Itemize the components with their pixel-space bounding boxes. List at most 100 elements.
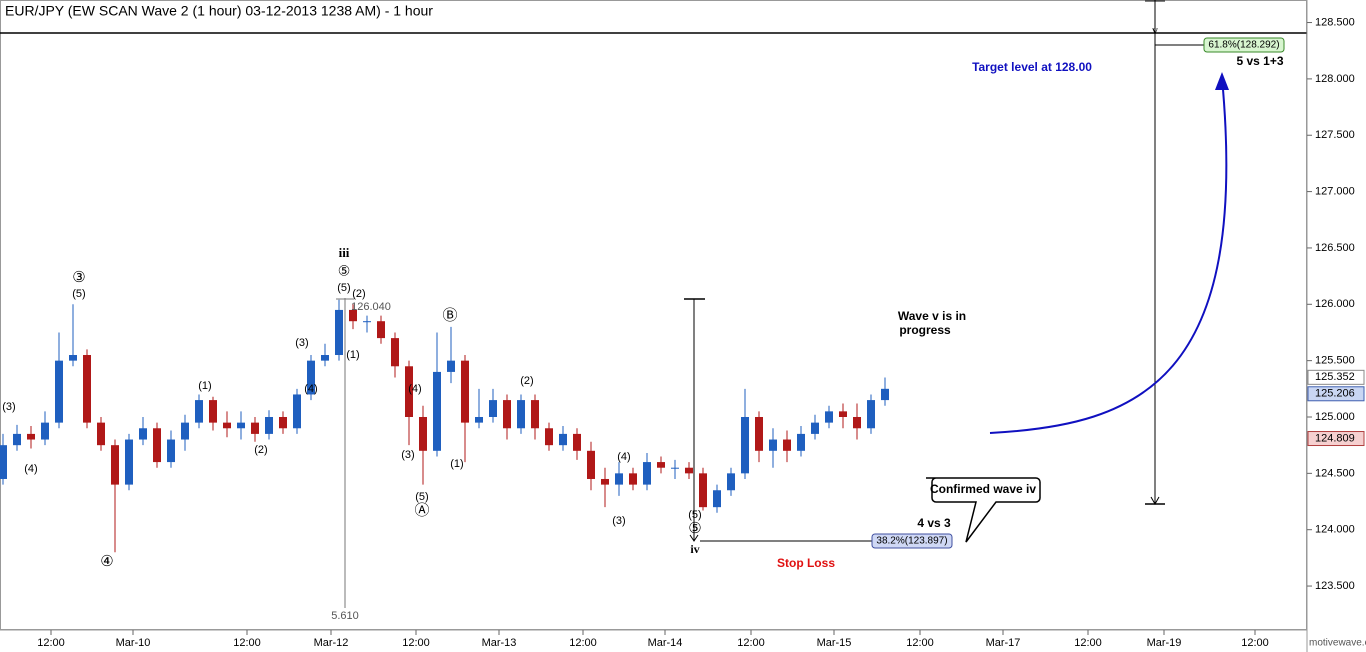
candle-body [349,309,357,322]
annotation: Target level at 128.00 [972,60,1092,74]
candle-body [517,400,525,429]
y-tick-label: 128.500 [1315,16,1355,28]
annotation: 4 vs 3 [917,516,951,530]
candle-body [55,360,63,423]
annotation: Ⓑ [442,307,457,324]
annotation: ③ [72,269,85,286]
y-tick-label: 126.000 [1315,298,1355,310]
candle-body [293,394,301,429]
y-tick-label: 124.000 [1315,524,1355,536]
candle-body [881,388,889,401]
annotation: 5.610 [331,610,359,622]
candle-body [13,433,21,446]
annotation: (3) [401,449,414,461]
annotation: (2) [520,375,533,387]
annotation: (5) [415,491,428,503]
candle-body [797,433,805,451]
annotation: 61.8%(128.292) [1208,40,1279,51]
projection-arrow [989,77,1228,434]
price-box [1307,431,1365,447]
fib-box [1203,37,1285,53]
price-box [1307,369,1365,385]
candle-body [125,439,133,485]
x-tick-label: Mar-10 [116,637,151,649]
x-tick-label: Mar-13 [482,637,517,649]
candle-body [699,473,707,508]
x-tick-label: 12:00 [233,637,261,649]
candle-body [209,400,217,423]
candle-body [839,411,847,417]
annotation: (4) [304,383,317,395]
candle-body [363,321,371,323]
x-tick-label: Mar-17 [986,637,1021,649]
candle-body [559,433,567,446]
y-tick-label: 125.000 [1315,411,1355,423]
candle-body [167,439,175,463]
candle-body [153,428,161,463]
candle-body [755,416,763,451]
candle-body [489,400,497,417]
candle-body [867,400,875,429]
x-tick-label: Mar-12 [314,637,349,649]
x-tick-label: 12:00 [402,637,430,649]
candle-body [111,445,119,485]
annotation: (3) [295,337,308,349]
candle-body [853,416,861,429]
candle-body [461,360,469,423]
annotation: Stop Loss [777,556,835,570]
price-label: 125.206 [1315,388,1355,400]
candle-body [685,467,693,474]
candle-body [335,309,343,356]
candle-body [321,355,329,361]
x-tick-label: 12:00 [1074,637,1102,649]
candle-body [783,439,791,451]
annotation: 38.2%(123.897) [876,536,947,547]
candle-body [531,400,539,429]
candle-body [503,400,511,429]
x-tick-label: 12:00 [737,637,765,649]
candle-body [615,473,623,485]
candle-body [237,422,245,429]
annotation: (5) [688,509,701,521]
annotation: v [1152,23,1158,37]
y-tick-label: 123.500 [1315,580,1355,592]
candle-body [713,490,721,508]
annotation: iii [339,245,350,260]
annotation: ⑤ [338,263,351,279]
annotation: (5) [337,282,350,294]
candle-body [405,366,413,417]
candle-body [97,422,105,446]
x-tick-label: 12:00 [569,637,597,649]
annotation: (1) [346,349,359,361]
x-tick-label: Mar-19 [1147,637,1182,649]
annotation: (1) [450,458,463,470]
annotation: (2) [254,444,267,456]
candle-body [223,422,231,429]
annotation: (3) [2,401,15,413]
annotation: (3) [612,515,625,527]
candle-body [41,422,49,440]
candle-body [139,428,147,440]
candle-body [391,338,399,367]
candle-body [601,478,609,485]
annotation: Ⓐ [414,502,429,519]
candle-body [181,422,189,440]
y-tick-label: 126.500 [1315,242,1355,254]
price-box [1307,386,1365,402]
annotation: (2) [352,288,365,300]
candle-body [657,462,665,468]
candle-body [629,473,637,485]
candle-body [195,400,203,423]
candle-body [545,428,553,446]
candle-body [587,450,595,479]
annotation: 5 vs 1+3 [1236,54,1283,68]
annotation: (4) [408,383,421,395]
candle-body [307,360,315,395]
price-label: 124.809 [1315,432,1355,444]
arrow-head [1215,72,1229,90]
candle-body [251,422,259,434]
candle-body [769,439,777,451]
x-tick-label: 12:00 [37,637,65,649]
candle-body [671,467,679,469]
